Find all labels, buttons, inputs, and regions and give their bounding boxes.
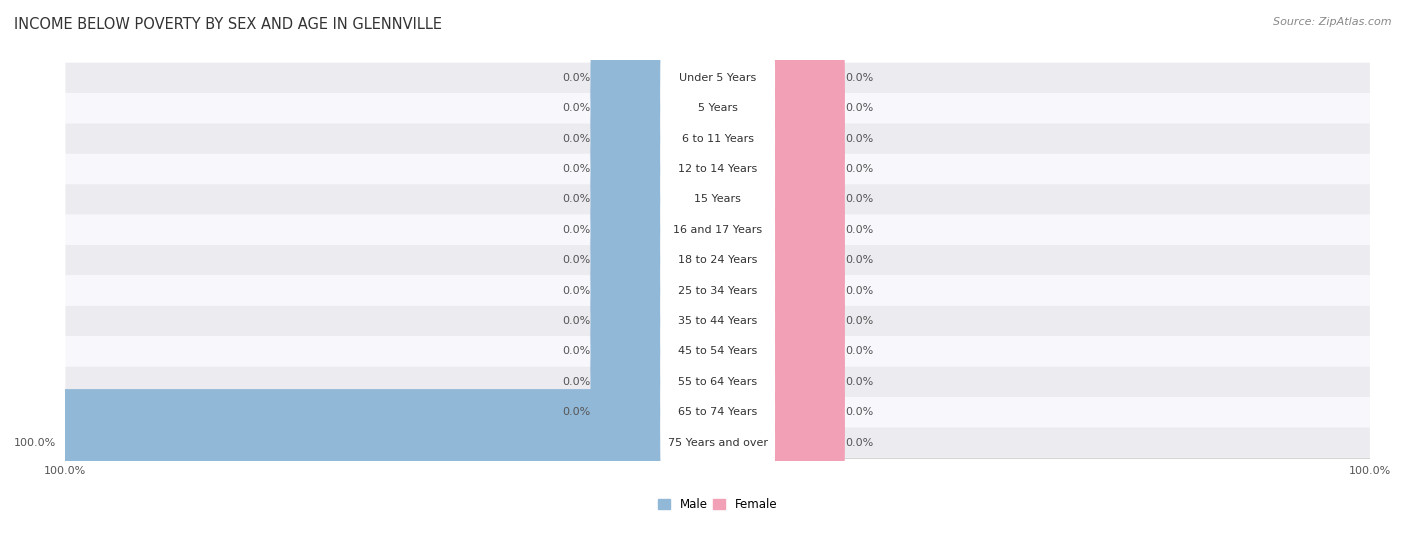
FancyBboxPatch shape <box>661 76 775 201</box>
FancyBboxPatch shape <box>707 85 845 192</box>
FancyBboxPatch shape <box>66 306 1369 336</box>
FancyBboxPatch shape <box>591 328 727 435</box>
FancyBboxPatch shape <box>66 93 1369 123</box>
FancyBboxPatch shape <box>66 367 1369 397</box>
FancyBboxPatch shape <box>66 123 1369 154</box>
Text: 0.0%: 0.0% <box>845 73 873 83</box>
Text: 18 to 24 Years: 18 to 24 Years <box>678 255 758 265</box>
Text: 0.0%: 0.0% <box>845 194 873 204</box>
FancyBboxPatch shape <box>66 276 1369 306</box>
Text: 45 to 54 Years: 45 to 54 Years <box>678 347 758 357</box>
Text: 0.0%: 0.0% <box>845 407 873 417</box>
FancyBboxPatch shape <box>661 289 775 413</box>
Text: Source: ZipAtlas.com: Source: ZipAtlas.com <box>1274 17 1392 27</box>
FancyBboxPatch shape <box>66 397 1369 427</box>
FancyBboxPatch shape <box>66 245 1369 276</box>
FancyBboxPatch shape <box>707 267 845 374</box>
FancyBboxPatch shape <box>661 198 775 323</box>
Text: 0.0%: 0.0% <box>562 194 591 204</box>
FancyBboxPatch shape <box>591 25 727 131</box>
FancyBboxPatch shape <box>707 237 845 344</box>
Text: 0.0%: 0.0% <box>562 164 591 174</box>
Text: Under 5 Years: Under 5 Years <box>679 73 756 83</box>
Text: 0.0%: 0.0% <box>845 103 873 113</box>
Text: 25 to 34 Years: 25 to 34 Years <box>678 286 758 296</box>
FancyBboxPatch shape <box>591 267 727 374</box>
Text: INCOME BELOW POVERTY BY SEX AND AGE IN GLENNVILLE: INCOME BELOW POVERTY BY SEX AND AGE IN G… <box>14 17 441 32</box>
FancyBboxPatch shape <box>661 46 775 171</box>
FancyBboxPatch shape <box>707 146 845 253</box>
FancyBboxPatch shape <box>661 320 775 444</box>
FancyBboxPatch shape <box>661 259 775 383</box>
Text: 65 to 74 Years: 65 to 74 Years <box>678 407 758 417</box>
FancyBboxPatch shape <box>707 116 845 223</box>
FancyBboxPatch shape <box>661 350 775 474</box>
Text: 75 Years and over: 75 Years and over <box>668 437 768 448</box>
Text: 12 to 14 Years: 12 to 14 Years <box>678 164 758 174</box>
FancyBboxPatch shape <box>707 298 845 405</box>
Text: 0.0%: 0.0% <box>845 347 873 357</box>
Text: 0.0%: 0.0% <box>845 437 873 448</box>
Text: 0.0%: 0.0% <box>845 377 873 387</box>
Text: 55 to 64 Years: 55 to 64 Years <box>678 377 758 387</box>
FancyBboxPatch shape <box>66 62 1369 93</box>
Text: 0.0%: 0.0% <box>562 316 591 326</box>
FancyBboxPatch shape <box>591 85 727 192</box>
FancyBboxPatch shape <box>707 328 845 435</box>
Text: 0.0%: 0.0% <box>845 225 873 235</box>
Text: 16 and 17 Years: 16 and 17 Years <box>673 225 762 235</box>
FancyBboxPatch shape <box>707 207 845 314</box>
FancyBboxPatch shape <box>591 146 727 253</box>
Text: 0.0%: 0.0% <box>562 255 591 265</box>
Text: 0.0%: 0.0% <box>562 134 591 143</box>
Text: 0.0%: 0.0% <box>845 134 873 143</box>
FancyBboxPatch shape <box>591 298 727 405</box>
FancyBboxPatch shape <box>66 184 1369 215</box>
Text: 5 Years: 5 Years <box>697 103 738 113</box>
FancyBboxPatch shape <box>591 176 727 283</box>
FancyBboxPatch shape <box>591 55 727 162</box>
FancyBboxPatch shape <box>661 107 775 231</box>
FancyBboxPatch shape <box>591 207 727 314</box>
Text: 0.0%: 0.0% <box>845 164 873 174</box>
Text: 0.0%: 0.0% <box>562 286 591 296</box>
FancyBboxPatch shape <box>661 16 775 140</box>
Text: 35 to 44 Years: 35 to 44 Years <box>678 316 758 326</box>
Text: 0.0%: 0.0% <box>562 73 591 83</box>
Text: 0.0%: 0.0% <box>562 103 591 113</box>
Text: 0.0%: 0.0% <box>562 377 591 387</box>
FancyBboxPatch shape <box>661 228 775 353</box>
FancyBboxPatch shape <box>66 336 1369 367</box>
Text: 15 Years: 15 Years <box>695 194 741 204</box>
FancyBboxPatch shape <box>707 55 845 162</box>
Legend: Male, Female: Male, Female <box>658 498 778 511</box>
Text: 0.0%: 0.0% <box>845 255 873 265</box>
Text: 100.0%: 100.0% <box>14 437 56 448</box>
Text: 6 to 11 Years: 6 to 11 Years <box>682 134 754 143</box>
FancyBboxPatch shape <box>591 116 727 223</box>
FancyBboxPatch shape <box>707 25 845 131</box>
FancyBboxPatch shape <box>661 137 775 262</box>
FancyBboxPatch shape <box>707 389 845 496</box>
FancyBboxPatch shape <box>66 427 1369 458</box>
FancyBboxPatch shape <box>591 359 727 466</box>
Text: 0.0%: 0.0% <box>845 286 873 296</box>
FancyBboxPatch shape <box>707 176 845 283</box>
Text: 0.0%: 0.0% <box>562 407 591 417</box>
FancyBboxPatch shape <box>591 237 727 344</box>
FancyBboxPatch shape <box>661 381 775 505</box>
Text: 0.0%: 0.0% <box>562 225 591 235</box>
FancyBboxPatch shape <box>66 154 1369 184</box>
FancyBboxPatch shape <box>661 167 775 292</box>
Text: 0.0%: 0.0% <box>845 316 873 326</box>
Text: 0.0%: 0.0% <box>562 347 591 357</box>
FancyBboxPatch shape <box>66 215 1369 245</box>
FancyBboxPatch shape <box>707 359 845 466</box>
FancyBboxPatch shape <box>56 389 727 496</box>
